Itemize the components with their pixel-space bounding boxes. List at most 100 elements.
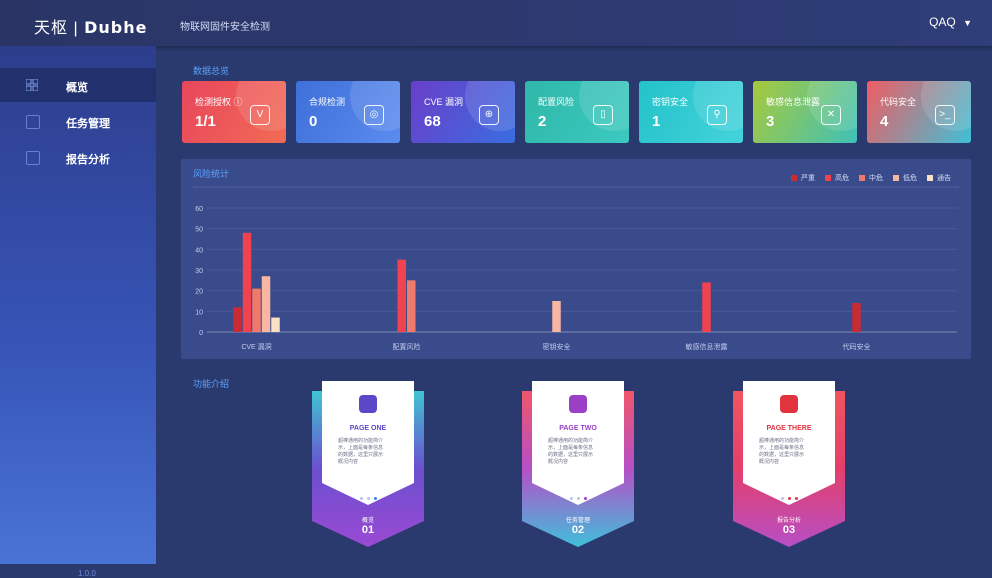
legend-swatch: [927, 175, 933, 182]
stat-card-value: 4: [880, 113, 889, 130]
pagination-dot[interactable]: [366, 497, 370, 500]
feature-description: 超棒通用的功能简介 示，上面是每条信息 的数据，这里只展示 概况内容: [338, 438, 384, 465]
stat-card[interactable]: 合规检测 0 ◎: [296, 81, 400, 143]
cube-icon: [359, 395, 377, 413]
shield-search-icon: ◎: [364, 105, 384, 125]
pagination-dot[interactable]: [583, 497, 587, 500]
risk-title: 风险统计: [193, 169, 230, 179]
stat-card-title: 检测授权 ⓘ: [195, 97, 243, 107]
stat-card-title: 敏感信息泄露: [766, 97, 821, 107]
chart-bar: [397, 259, 406, 332]
stat-card-title: 配置风险: [538, 97, 575, 107]
chart-bar: [242, 232, 252, 332]
feature-footer-number: 01: [361, 524, 375, 536]
report-icon: [26, 151, 40, 165]
feature-footer-number: 02: [571, 524, 585, 536]
stat-card-value: 2: [538, 113, 547, 130]
stat-card-value: 1: [652, 113, 661, 130]
stat-card-value: 0: [309, 113, 318, 130]
chart-bar: [252, 288, 261, 332]
sidebar-item-overview[interactable]: 概览: [0, 68, 156, 102]
chart-bar: [702, 282, 711, 332]
legend-label: 中危: [869, 175, 883, 182]
stat-card[interactable]: 配置风险 2 ▯: [525, 81, 629, 143]
pagination-dot[interactable]: [373, 497, 377, 500]
feature-page-title: PAGE TWO: [559, 425, 597, 432]
stat-card-value: 1/1: [195, 113, 216, 130]
key-search-icon: ⚲: [707, 105, 727, 125]
sidebar-item-label: 概览: [66, 82, 88, 94]
legend-label: 严重: [801, 175, 815, 182]
chart-legend: 严重 高危 中危 低危 通告: [781, 173, 951, 183]
chart-bar: [271, 317, 280, 332]
pagination-dots: [729, 487, 849, 505]
stat-card[interactable]: CVE 漏洞 68 ⊕: [411, 81, 515, 143]
feature-footer-number: 03: [782, 524, 796, 536]
risk-panel: 风险统计 严重 高危 中危 低危 通告 0 10 20 30 40 50 60 CVE 漏洞 配置风险 密…: [181, 159, 971, 359]
chart-bar: [852, 303, 861, 332]
feature-description: 超棒通用的功能简介 示，上面是每条信息 的数据，这里只展示 概况内容: [759, 438, 805, 465]
feature-footer-label: 概览: [361, 518, 374, 524]
legend-swatch: [859, 175, 865, 182]
y-tick-label: 0: [199, 330, 203, 337]
stat-card[interactable]: 密钥安全 1 ⚲: [639, 81, 743, 143]
legend-swatch: [825, 175, 831, 182]
x-tick-label: 密钥安全: [543, 342, 571, 351]
feature-card[interactable]: PAGE ONE 超棒通用的功能简介 示，上面是每条信息 的数据，这里只展示 概…: [308, 381, 428, 549]
grid-icon: [25, 78, 39, 92]
clipboard-check-icon: [569, 395, 587, 413]
risk-chart: 0 10 20 30 40 50 60 CVE 漏洞 配置风险 密钥安全 敏感信息泄露 代码安全: [193, 186, 959, 351]
sidebar-item-reports[interactable]: 报告分析: [0, 140, 156, 174]
battery-alert-icon: ▯: [593, 105, 613, 125]
stat-card[interactable]: 敏感信息泄露 3 ✕: [753, 81, 857, 143]
pagination-dot[interactable]: [794, 497, 798, 500]
shield-v-icon: V: [250, 105, 270, 125]
chart-bar: [261, 276, 271, 332]
app-subtitle: 物联网固件安全检测: [180, 22, 270, 33]
stat-card-title: 密钥安全: [652, 97, 689, 107]
pagination-dot[interactable]: [780, 497, 784, 500]
pagination-dots: [518, 487, 638, 505]
y-tick-label: 60: [195, 206, 203, 213]
feature-footer-label: 任务管理: [565, 518, 590, 524]
sidebar-item-tasks[interactable]: 任务管理: [0, 104, 156, 138]
stat-card-value: 3: [766, 113, 775, 130]
brand-logo[interactable]: 天枢 | Dubhe: [34, 14, 147, 38]
brand-en: Dubhe: [84, 18, 148, 37]
user-menu[interactable]: QAQ ▼: [929, 15, 972, 29]
feature-page-title: PAGE ONE: [349, 425, 387, 432]
pagination-dots: [308, 487, 428, 505]
x-tick-label: CVE 漏洞: [241, 342, 271, 351]
x-tick-label: 代码安全: [843, 342, 871, 351]
sidebar-item-label: 报告分析: [66, 154, 110, 166]
overview-title: 数据总览: [193, 66, 230, 76]
stat-card-title: 合规检测: [309, 97, 346, 107]
chart-bar: [233, 307, 242, 332]
legend-label: 低危: [903, 175, 917, 182]
feature-card[interactable]: PAGE TWO 超棒通用的功能简介 示，上面是每条信息 的数据，这里只展示 概…: [518, 381, 638, 549]
y-tick-label: 50: [195, 227, 203, 234]
legend-swatch: [893, 175, 899, 182]
chart-bar: [552, 301, 561, 332]
stat-card-title: CVE 漏洞: [424, 97, 464, 107]
stat-card[interactable]: 检测授权 ⓘ 1/1 V: [182, 81, 286, 143]
x-tick-label: 敏感信息泄露: [686, 342, 728, 351]
pagination-dot[interactable]: [569, 497, 573, 500]
stat-card-value: 68: [424, 113, 441, 130]
clipboard-icon: [26, 115, 40, 129]
feature-card[interactable]: PAGE THERE 超棒通用的功能简介 示，上面是每条信息 的数据，这里只展示…: [729, 381, 849, 549]
brand-cn: 天枢 |: [34, 20, 85, 37]
stat-card-title: 代码安全: [880, 97, 917, 107]
feature-card-shape: [312, 381, 424, 547]
pagination-dot[interactable]: [359, 497, 363, 500]
pagination-dot[interactable]: [576, 497, 580, 500]
y-tick-label: 10: [195, 309, 203, 316]
feature-footer-label: 报告分析: [776, 518, 801, 524]
terminal-icon: >_: [935, 105, 955, 125]
y-tick-label: 20: [195, 289, 203, 296]
stat-card[interactable]: 代码安全 4 >_: [867, 81, 971, 143]
y-tick-label: 30: [195, 268, 203, 275]
legend-label: 高危: [835, 175, 849, 182]
chevron-down-icon: ▼: [963, 18, 972, 28]
pagination-dot[interactable]: [787, 497, 791, 500]
